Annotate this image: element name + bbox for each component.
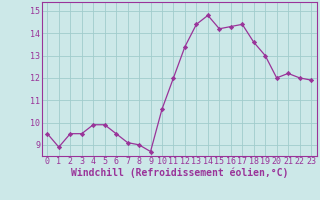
X-axis label: Windchill (Refroidissement éolien,°C): Windchill (Refroidissement éolien,°C) <box>70 168 288 178</box>
